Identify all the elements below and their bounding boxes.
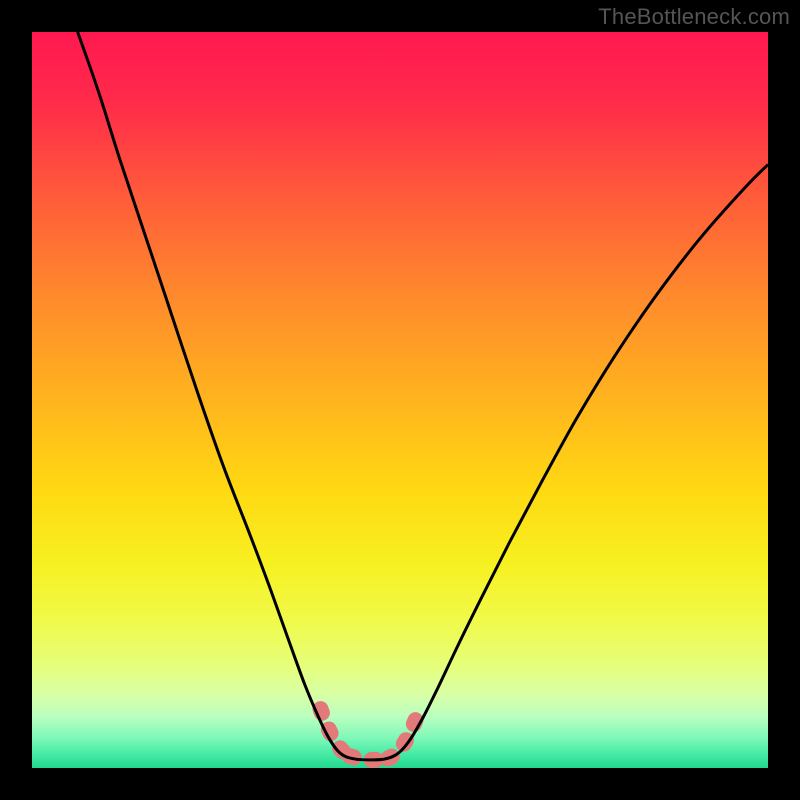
bottleneck-curve-layer <box>32 32 768 768</box>
watermark-text: TheBottleneck.com <box>598 4 790 30</box>
bottleneck-curve <box>78 32 768 760</box>
chart-frame: TheBottleneck.com <box>0 0 800 800</box>
plot-area <box>32 32 768 768</box>
